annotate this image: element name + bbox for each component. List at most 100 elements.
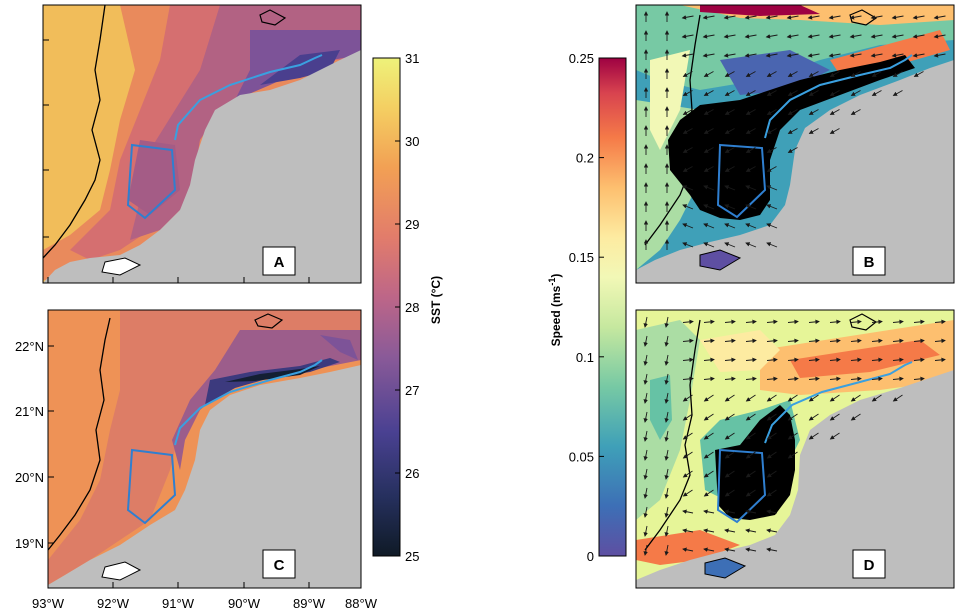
sst-tick-label: 29 <box>405 217 419 232</box>
current-vector-arrow <box>745 470 756 478</box>
panel-b-frame <box>635 4 955 284</box>
current-vector-arrow <box>787 319 799 325</box>
current-vector-arrow <box>745 319 757 325</box>
speed-colorbar-ticks: 0.25 0.2 0.15 0.1 0.05 0 <box>569 51 604 564</box>
panel-b-slow-region <box>668 55 915 220</box>
current-vector-arrow <box>829 128 840 134</box>
panel-a-cool-band <box>130 5 361 240</box>
current-vector-arrow <box>681 15 694 20</box>
current-vector-arrow <box>766 376 778 382</box>
current-vector-arrow <box>765 15 778 20</box>
current-vector-arrow <box>643 392 648 404</box>
current-vector-arrow <box>829 90 840 96</box>
current-vector-arrow <box>724 204 736 210</box>
current-vector-arrow <box>850 376 862 382</box>
current-vector-arrow <box>724 185 736 191</box>
current-vector-arrow <box>682 432 693 440</box>
latitude-label: 22°N <box>15 339 44 354</box>
current-vector-arrow <box>682 338 694 344</box>
current-vector-arrow <box>871 357 883 363</box>
sst-tick-label: 27 <box>405 383 419 398</box>
current-vector-arrow <box>850 319 862 325</box>
current-vector-arrow <box>703 109 714 115</box>
panel-b-reef-contour <box>849 9 878 26</box>
panel-b-jet <box>830 30 950 75</box>
current-vector-arrow <box>786 15 799 20</box>
sst-tick-label: 26 <box>405 466 419 481</box>
current-vector-arrow <box>765 53 778 58</box>
current-vector-arrow <box>682 128 693 134</box>
current-vector-arrow <box>643 411 648 423</box>
current-vector-arrow <box>724 376 736 382</box>
current-vector-arrow <box>745 489 756 497</box>
current-vector-arrow <box>724 166 735 172</box>
current-vector-arrow <box>934 357 946 363</box>
current-vector-arrow <box>744 34 757 39</box>
current-vector-arrow <box>643 506 648 518</box>
current-vector-arrow <box>850 394 861 402</box>
current-vector-arrow <box>643 544 648 556</box>
current-vector-arrow <box>643 373 648 385</box>
current-vector-arrow <box>745 185 757 191</box>
current-vector-arrow <box>787 394 798 402</box>
current-vector-arrow <box>682 528 694 533</box>
current-vector-arrow <box>808 319 820 325</box>
panel-b-shelf-contour <box>644 14 701 246</box>
speed-tick-label: 0.1 <box>576 350 594 365</box>
current-vector-arrow <box>703 223 715 229</box>
panel-c-label-box <box>262 549 296 579</box>
current-vector-arrow <box>682 357 694 363</box>
current-vector-arrow <box>808 338 820 344</box>
panel-c-reef-contour <box>254 313 284 329</box>
current-vector-arrow <box>787 357 799 363</box>
current-vector-arrow <box>643 316 648 328</box>
current-vector-arrow <box>808 432 819 440</box>
current-vector-arrow <box>682 470 693 478</box>
current-vector-arrow <box>808 394 819 402</box>
current-vector-arrow <box>703 451 714 459</box>
current-vector-arrow <box>829 338 841 344</box>
current-vector-arrow <box>766 394 777 402</box>
current-vector-arrow <box>664 449 669 461</box>
current-vector-arrow <box>702 15 715 20</box>
current-vector-arrow <box>808 90 819 96</box>
panel-c-upwelling-patch <box>320 335 358 360</box>
current-vector-arrow <box>703 338 715 344</box>
current-vector-arrow <box>850 109 861 115</box>
current-vector-arrow <box>703 204 715 210</box>
current-vector-arrow <box>808 357 820 363</box>
current-vector-arrow <box>703 547 715 552</box>
current-vector-arrow <box>870 15 883 20</box>
current-vector-arrow <box>787 451 798 459</box>
current-vector-arrow <box>703 394 714 402</box>
current-vector-arrow <box>829 394 840 402</box>
sst-colorbar-title: SST (°C) <box>429 276 443 324</box>
current-vector-arrow <box>892 338 904 344</box>
current-vector-arrow <box>766 432 777 440</box>
current-vector-arrow <box>787 109 798 115</box>
current-vector-arrow <box>724 528 736 533</box>
panel-b <box>636 5 954 283</box>
current-vector-arrow <box>766 509 778 514</box>
current-vector-arrow <box>871 394 882 402</box>
panel-d-land <box>636 370 954 588</box>
current-vector-arrow <box>664 430 669 442</box>
current-vector-arrow <box>703 242 715 248</box>
current-vector-arrow <box>682 489 693 497</box>
current-vector-arrow <box>766 128 777 134</box>
current-vector-arrow <box>870 53 883 58</box>
current-vector-arrow <box>724 338 736 344</box>
panel-a-polygon <box>126 143 177 220</box>
current-vector-arrow <box>681 34 694 39</box>
current-vector-arrow <box>766 166 777 172</box>
current-vector-arrow <box>807 34 820 39</box>
panel-b-island <box>699 249 742 271</box>
current-vector-arrow <box>850 90 861 96</box>
current-vector-arrow <box>850 338 862 344</box>
current-vector-arrow <box>745 166 756 172</box>
current-vector-arrow <box>891 15 904 20</box>
current-vector-arrow <box>871 90 882 96</box>
current-vector-arrow <box>766 242 778 248</box>
current-vector-arrow <box>723 34 736 39</box>
current-vector-arrow <box>664 316 669 328</box>
